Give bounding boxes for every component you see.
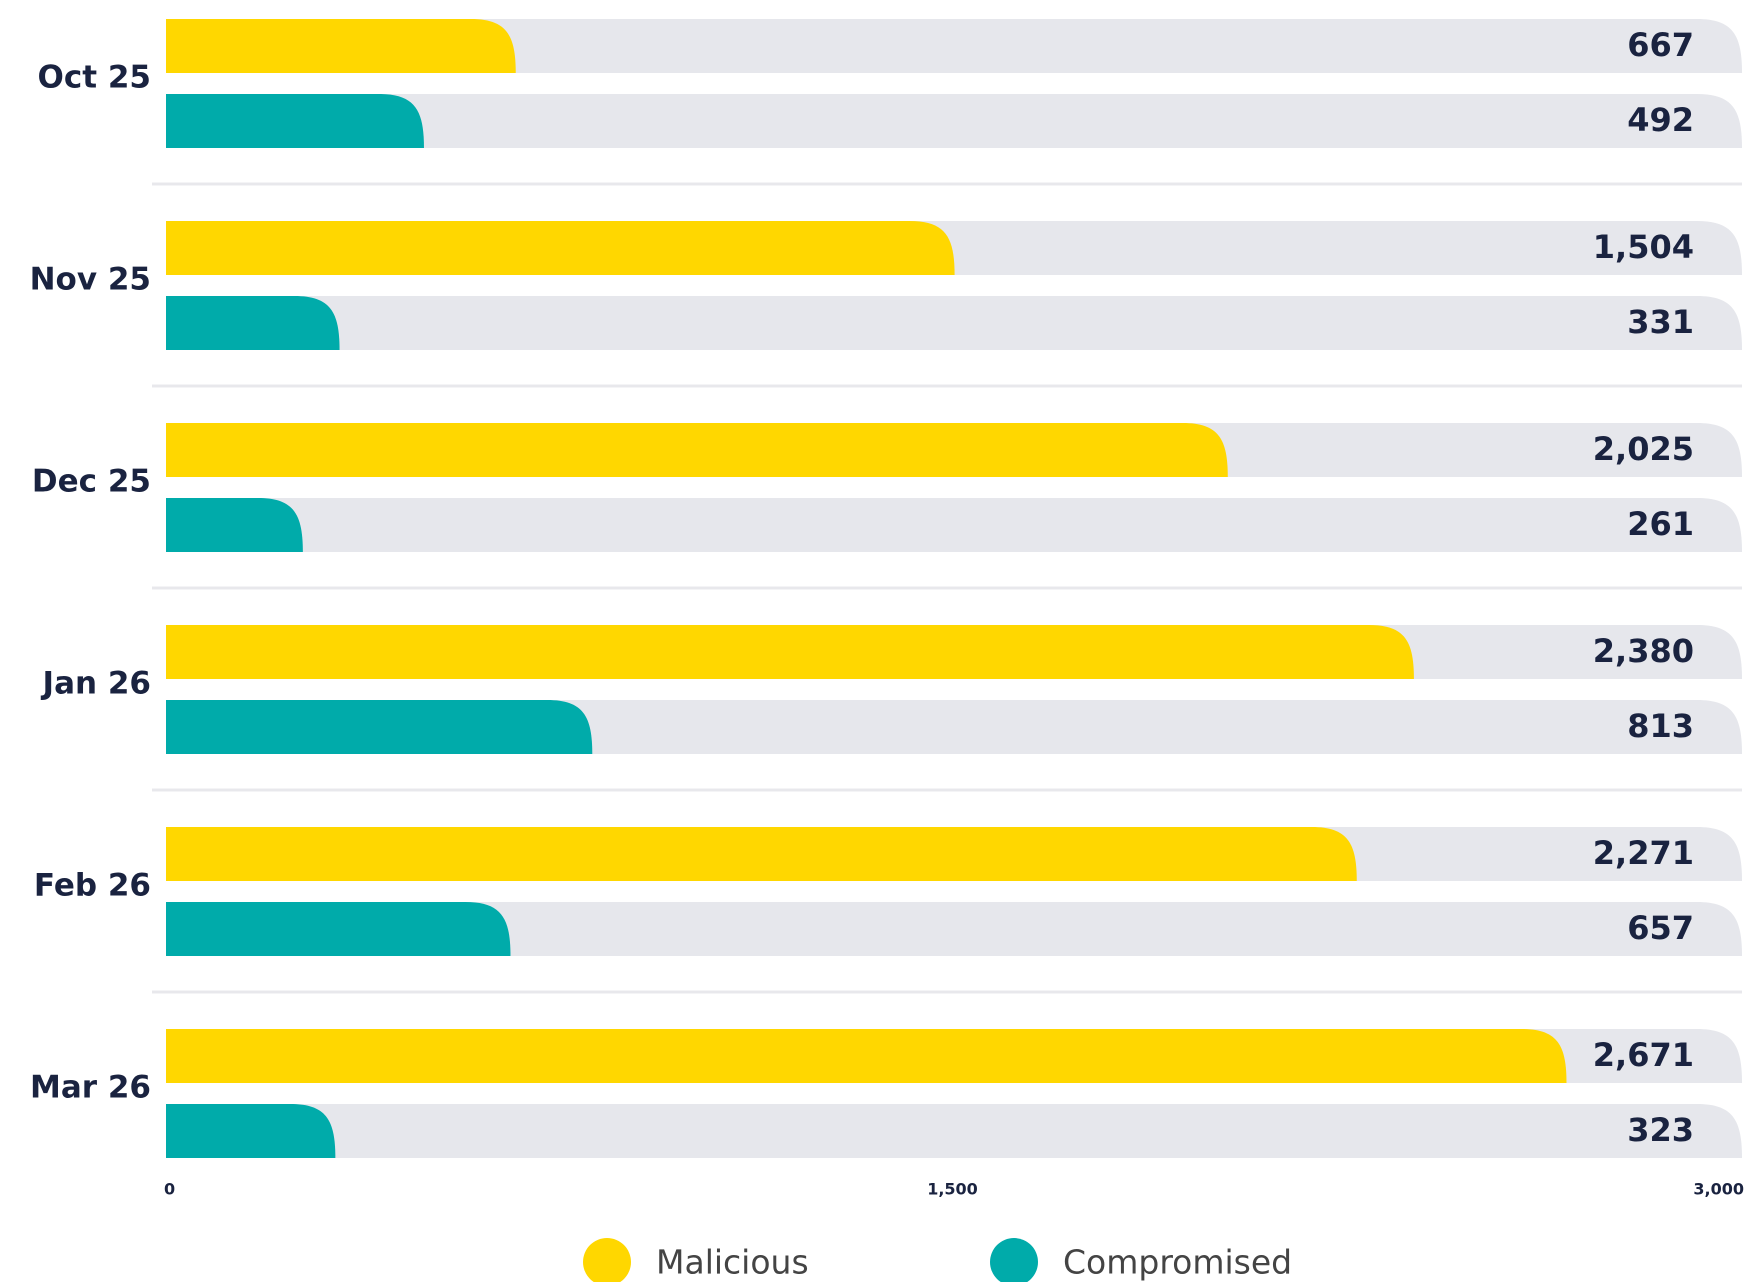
value-label: 331 bbox=[1627, 303, 1694, 341]
bar bbox=[166, 827, 1357, 881]
category-label: Mar 26 bbox=[30, 1070, 151, 1106]
bar bbox=[166, 19, 516, 73]
bar bbox=[166, 1104, 336, 1158]
category-label: Feb 26 bbox=[34, 868, 151, 904]
value-label: 323 bbox=[1627, 1111, 1694, 1149]
bar-track bbox=[166, 1104, 1742, 1158]
legend-label: Malicious bbox=[656, 1243, 809, 1282]
bar bbox=[166, 1029, 1567, 1083]
category-label: Nov 25 bbox=[30, 262, 151, 298]
bar bbox=[166, 296, 340, 350]
bar bbox=[166, 700, 593, 754]
bar bbox=[166, 94, 424, 148]
legend-swatch bbox=[990, 1238, 1038, 1282]
x-tick-label: 1,500 bbox=[927, 1180, 978, 1199]
value-label: 492 bbox=[1627, 101, 1694, 139]
bar bbox=[166, 423, 1228, 477]
value-label: 813 bbox=[1627, 707, 1694, 745]
bar-track bbox=[166, 498, 1742, 552]
bar bbox=[166, 498, 303, 552]
value-label: 2,271 bbox=[1593, 834, 1694, 872]
bar bbox=[166, 221, 955, 275]
x-tick-label: 0 bbox=[164, 1180, 175, 1199]
bar-track bbox=[166, 19, 1742, 73]
bar-track bbox=[166, 902, 1742, 956]
legend-label: Compromised bbox=[1063, 1243, 1292, 1282]
category-label: Jan 26 bbox=[41, 666, 151, 702]
legend-swatch bbox=[583, 1238, 631, 1282]
value-label: 667 bbox=[1627, 26, 1694, 64]
value-label: 2,671 bbox=[1593, 1036, 1694, 1074]
category-label: Oct 25 bbox=[38, 60, 151, 96]
bar bbox=[166, 625, 1414, 679]
category-label: Dec 25 bbox=[32, 464, 151, 500]
bar-track bbox=[166, 296, 1742, 350]
value-label: 261 bbox=[1627, 505, 1694, 543]
bar-track bbox=[166, 94, 1742, 148]
bar bbox=[166, 902, 511, 956]
x-tick-label: 3,000 bbox=[1693, 1180, 1744, 1199]
value-label: 1,504 bbox=[1593, 228, 1694, 266]
value-label: 2,380 bbox=[1593, 632, 1694, 670]
value-label: 2,025 bbox=[1593, 430, 1694, 468]
value-label: 657 bbox=[1627, 909, 1694, 947]
